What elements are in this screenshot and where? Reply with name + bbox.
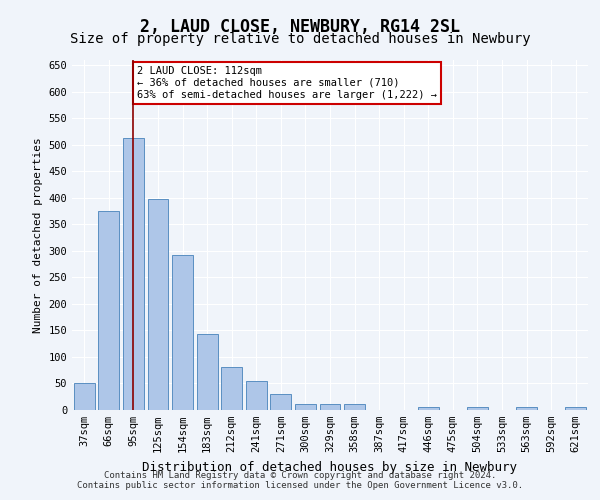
Bar — [123, 138, 144, 410]
Bar — [271, 394, 292, 410]
Bar — [516, 408, 537, 410]
Bar — [148, 199, 169, 410]
Bar — [344, 404, 365, 410]
Bar — [418, 408, 439, 410]
Bar — [320, 404, 340, 410]
Bar — [74, 384, 95, 410]
Text: Size of property relative to detached houses in Newbury: Size of property relative to detached ho… — [70, 32, 530, 46]
Text: 2, LAUD CLOSE, NEWBURY, RG14 2SL: 2, LAUD CLOSE, NEWBURY, RG14 2SL — [140, 18, 460, 36]
Bar — [295, 404, 316, 410]
X-axis label: Distribution of detached houses by size in Newbury: Distribution of detached houses by size … — [143, 460, 517, 473]
Bar — [246, 381, 267, 410]
Y-axis label: Number of detached properties: Number of detached properties — [33, 137, 43, 333]
Bar — [172, 255, 193, 410]
Text: Contains HM Land Registry data © Crown copyright and database right 2024.
Contai: Contains HM Land Registry data © Crown c… — [77, 470, 523, 490]
Bar — [467, 408, 488, 410]
Text: 2 LAUD CLOSE: 112sqm
← 36% of detached houses are smaller (710)
63% of semi-deta: 2 LAUD CLOSE: 112sqm ← 36% of detached h… — [137, 66, 437, 100]
Bar — [98, 211, 119, 410]
Bar — [565, 408, 586, 410]
Bar — [221, 366, 242, 410]
Bar — [197, 334, 218, 410]
